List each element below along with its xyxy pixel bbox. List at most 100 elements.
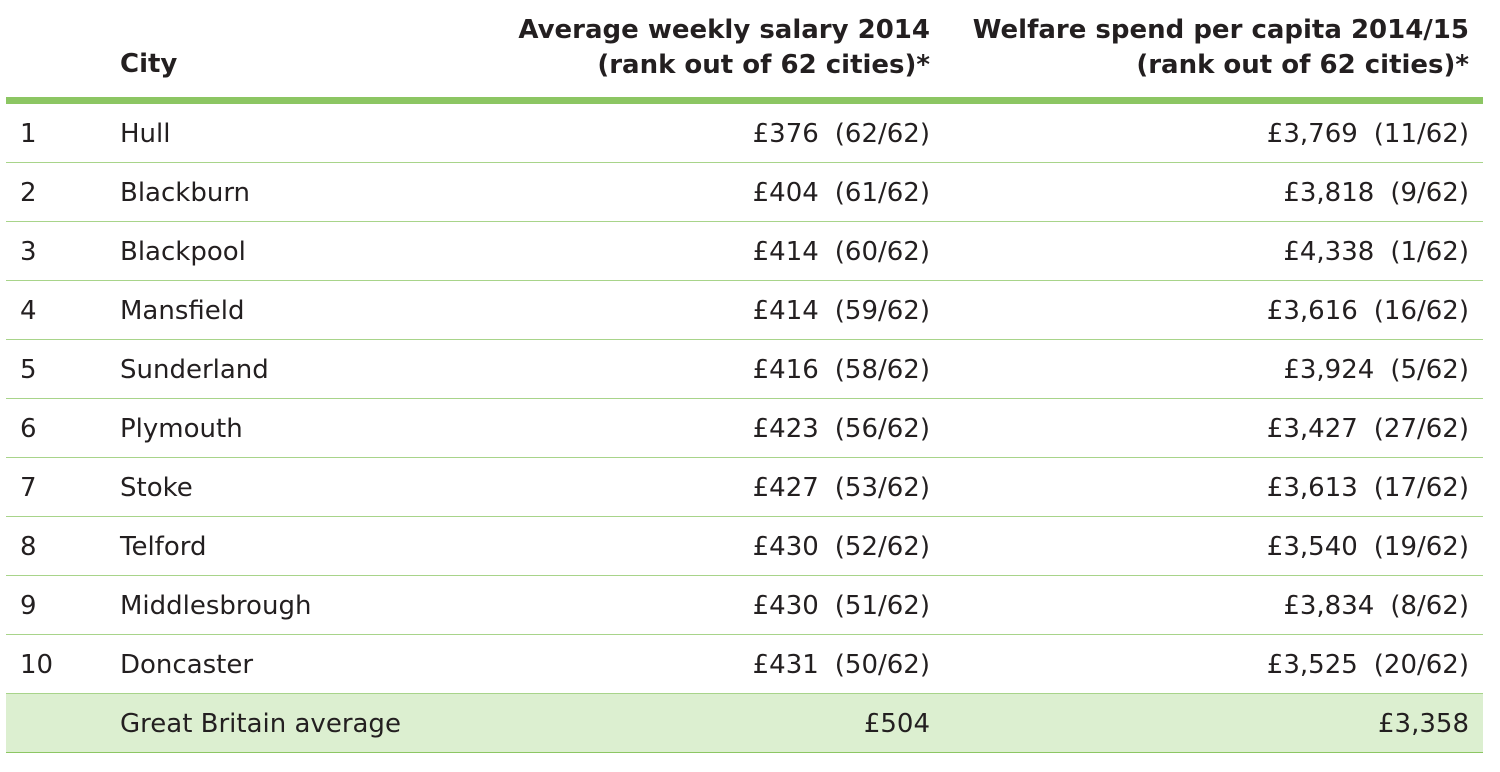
rank-cell: 6 <box>20 414 37 444</box>
header-welfare: Welfare spend per capita 2014/15 (rank o… <box>973 13 1469 83</box>
salary-value: £423 <box>752 414 819 444</box>
rank-cell: 4 <box>20 296 37 326</box>
salary-value: £416 <box>752 355 819 385</box>
welfare-cell: £3,427 (27/62) <box>1267 413 1469 445</box>
welfare-rank: (17/62) <box>1373 473 1469 503</box>
salary-value: £430 <box>752 591 819 621</box>
salary-rank: (62/62) <box>834 119 930 149</box>
salary-cell: £414 (59/62) <box>753 295 930 327</box>
welfare-rank: (20/62) <box>1373 650 1469 680</box>
rank-cell: 2 <box>20 178 37 208</box>
table-row: 9 Middlesbrough £430 (51/62) £3,834 (8/62) <box>6 576 1483 635</box>
salary-value: £430 <box>752 532 819 562</box>
welfare-value: £3,924 <box>1283 355 1375 385</box>
average-label: Great Britain average <box>120 709 401 739</box>
salary-cell: £423 (56/62) <box>753 413 930 445</box>
city-cell: Mansfield <box>120 296 245 326</box>
rank-cell: 1 <box>20 119 37 149</box>
city-cell: Plymouth <box>120 414 243 444</box>
welfare-rank: (8/62) <box>1390 591 1469 621</box>
salary-rank: (51/62) <box>834 591 930 621</box>
salary-rank: (53/62) <box>834 473 930 503</box>
salary-cell: £430 (51/62) <box>753 590 930 622</box>
city-cell: Doncaster <box>120 650 254 680</box>
welfare-rank: (19/62) <box>1373 532 1469 562</box>
welfare-cell: £3,540 (19/62) <box>1267 531 1469 563</box>
rank-cell: 5 <box>20 355 37 385</box>
table-row: 5 Sunderland £416 (58/62) £3,924 (5/62) <box>6 340 1483 399</box>
welfare-value: £4,338 <box>1283 237 1375 267</box>
salary-rank: (50/62) <box>834 650 930 680</box>
welfare-rank: (27/62) <box>1373 414 1469 444</box>
city-cell: Sunderland <box>120 355 269 385</box>
table-row: 6 Plymouth £423 (56/62) £3,427 (27/62) <box>6 399 1483 458</box>
table-row: 3 Blackpool £414 (60/62) £4,338 (1/62) <box>6 222 1483 281</box>
salary-value: £414 <box>752 237 819 267</box>
header-salary-title: Average weekly salary 2014 <box>518 15 930 45</box>
city-cell: Hull <box>120 119 171 149</box>
header-welfare-subtitle: (rank out of 62 cities)* <box>1136 50 1469 80</box>
salary-value: £414 <box>752 296 819 326</box>
salary-cell: £414 (60/62) <box>753 236 930 268</box>
salary-value: £404 <box>752 178 819 208</box>
salary-cell: £416 (58/62) <box>753 354 930 386</box>
salary-cell: £430 (52/62) <box>753 531 930 563</box>
welfare-value: £3,427 <box>1266 414 1358 444</box>
welfare-rank: (5/62) <box>1390 355 1469 385</box>
rank-cell: 3 <box>20 237 37 267</box>
welfare-value: £3,540 <box>1266 532 1358 562</box>
salary-value: £431 <box>752 650 819 680</box>
table-header: City Average weekly salary 2014 (rank ou… <box>6 0 1483 104</box>
city-cell: Blackpool <box>120 237 246 267</box>
average-welfare: £3,358 <box>1378 709 1469 739</box>
salary-welfare-table: City Average weekly salary 2014 (rank ou… <box>6 0 1483 753</box>
welfare-cell: £3,924 (5/62) <box>1283 354 1469 386</box>
header-city: City <box>120 49 178 79</box>
table-row: 8 Telford £430 (52/62) £3,540 (19/62) <box>6 517 1483 576</box>
welfare-cell: £3,613 (17/62) <box>1267 472 1469 504</box>
rank-cell: 10 <box>20 650 54 680</box>
header-salary: Average weekly salary 2014 (rank out of … <box>518 13 930 83</box>
welfare-rank: (1/62) <box>1390 237 1469 267</box>
header-welfare-title: Welfare spend per capita 2014/15 <box>972 15 1469 45</box>
welfare-value: £3,616 <box>1266 296 1358 326</box>
average-row: Great Britain average £504 £3,358 <box>6 694 1483 753</box>
welfare-cell: £3,834 (8/62) <box>1283 590 1469 622</box>
average-salary: £504 <box>863 709 930 739</box>
city-cell: Blackburn <box>120 178 251 208</box>
salary-cell: £404 (61/62) <box>753 177 930 209</box>
welfare-value: £3,525 <box>1266 650 1358 680</box>
salary-value: £376 <box>752 119 819 149</box>
salary-cell: £427 (53/62) <box>753 472 930 504</box>
table-row: 7 Stoke £427 (53/62) £3,613 (17/62) <box>6 458 1483 517</box>
welfare-cell: £3,818 (9/62) <box>1283 177 1469 209</box>
salary-rank: (52/62) <box>834 532 930 562</box>
city-cell: Stoke <box>120 473 193 503</box>
salary-rank: (61/62) <box>834 178 930 208</box>
table-row: 4 Mansfield £414 (59/62) £3,616 (16/62) <box>6 281 1483 340</box>
salary-cell: £376 (62/62) <box>753 118 930 150</box>
welfare-cell: £3,769 (11/62) <box>1267 118 1469 150</box>
table-row: 1 Hull £376 (62/62) £3,769 (11/62) <box>6 104 1483 163</box>
city-cell: Telford <box>120 532 207 562</box>
welfare-value: £3,769 <box>1266 119 1358 149</box>
rank-cell: 8 <box>20 532 37 562</box>
welfare-value: £3,834 <box>1283 591 1375 621</box>
welfare-cell: £3,525 (20/62) <box>1267 649 1469 681</box>
welfare-rank: (9/62) <box>1390 178 1469 208</box>
welfare-cell: £4,338 (1/62) <box>1283 236 1469 268</box>
welfare-value: £3,818 <box>1283 178 1375 208</box>
rank-cell: 9 <box>20 591 37 621</box>
welfare-rank: (16/62) <box>1373 296 1469 326</box>
salary-value: £427 <box>752 473 819 503</box>
header-salary-subtitle: (rank out of 62 cities)* <box>597 50 930 80</box>
salary-rank: (56/62) <box>834 414 930 444</box>
salary-rank: (58/62) <box>834 355 930 385</box>
salary-cell: £431 (50/62) <box>753 649 930 681</box>
welfare-value: £3,613 <box>1266 473 1358 503</box>
table-row: 10 Doncaster £431 (50/62) £3,525 (20/62) <box>6 635 1483 694</box>
table-row: 2 Blackburn £404 (61/62) £3,818 (9/62) <box>6 163 1483 222</box>
salary-rank: (59/62) <box>834 296 930 326</box>
table-body: 1 Hull £376 (62/62) £3,769 (11/62) 2 Black… <box>6 104 1483 753</box>
welfare-cell: £3,616 (16/62) <box>1267 295 1469 327</box>
